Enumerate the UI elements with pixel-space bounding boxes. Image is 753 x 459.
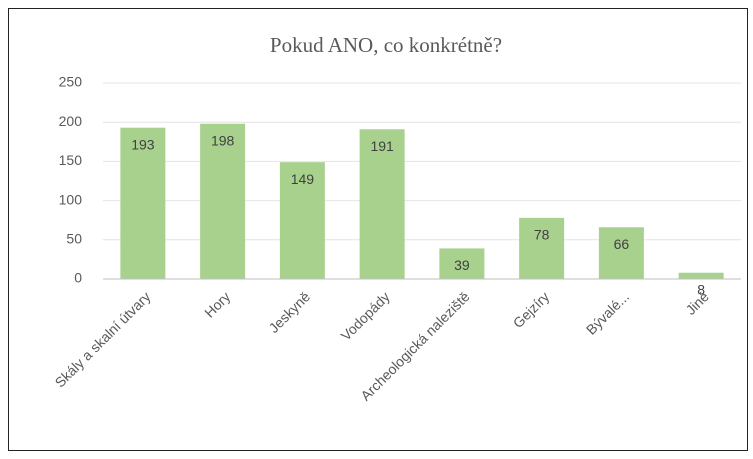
data-label: 66 bbox=[614, 236, 630, 252]
y-tick-label: 200 bbox=[59, 113, 83, 129]
data-label: 78 bbox=[534, 227, 550, 243]
data-label: 39 bbox=[454, 257, 470, 273]
data-label: 8 bbox=[697, 281, 705, 297]
y-tick-label: 0 bbox=[74, 270, 82, 286]
bar bbox=[359, 129, 405, 279]
bar bbox=[120, 127, 166, 279]
bar bbox=[519, 217, 565, 279]
y-tick-label: 100 bbox=[59, 191, 83, 207]
bar bbox=[678, 272, 724, 279]
data-label: 193 bbox=[131, 136, 155, 152]
chart-title: Pokud ANO, co konkrétně? bbox=[270, 33, 502, 57]
bar bbox=[439, 248, 485, 279]
bar bbox=[279, 162, 325, 279]
y-tick-label: 50 bbox=[66, 231, 82, 247]
bar bbox=[598, 227, 644, 279]
y-tick-label: 150 bbox=[59, 152, 83, 168]
bar bbox=[200, 123, 246, 279]
data-label: 191 bbox=[370, 138, 394, 154]
y-tick-label: 250 bbox=[59, 74, 83, 90]
data-label: 149 bbox=[291, 171, 315, 187]
data-label: 198 bbox=[211, 132, 235, 148]
